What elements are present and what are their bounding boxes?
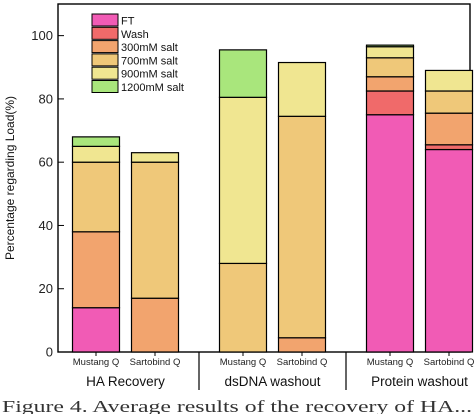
bar-segment-700mm-salt xyxy=(277,115,327,339)
legend-label-wash: Wash xyxy=(121,29,149,41)
bar-segment-300mm-salt xyxy=(365,76,415,92)
figure-caption-fragment: Figure 4. Average results of the recover… xyxy=(2,397,472,414)
axis-labels: Mustang Q Sartobind Q HA Recovery Mustang Q… xyxy=(73,357,474,389)
bar-category-label: Sartobind Q xyxy=(130,357,181,368)
bar-category-label: Mustang Q xyxy=(220,357,266,368)
bar-segment-900mm-salt xyxy=(218,96,268,265)
y-tick-label: 0 xyxy=(46,345,53,360)
bar-segment-wash xyxy=(424,144,474,151)
bar-segment-300mm-salt xyxy=(277,337,327,353)
legend-swatch-300mm-salt xyxy=(91,40,119,54)
legend-label-1200mm-salt: 1200mM salt xyxy=(121,82,184,94)
bar-segment-700mm-salt xyxy=(365,57,415,78)
group-label-dsdna-washout: dsDNA washout xyxy=(224,374,320,389)
legend-swatch-900mm-salt xyxy=(91,66,119,80)
legend-label-700mm-salt: 700mM salt xyxy=(121,55,178,67)
legend-label-900mm-salt: 900mM salt xyxy=(121,69,178,81)
bar-category-label: Mustang Q xyxy=(367,357,413,368)
legend-swatch-wash xyxy=(91,26,119,40)
bar-segment-900mm-salt xyxy=(277,61,327,117)
axis-ticks: 0 20 40 60 80 100 xyxy=(31,28,450,360)
bar-category-label: Sartobind Q xyxy=(424,357,474,368)
y-axis-label: Percentage regarding Load(%) xyxy=(3,96,17,260)
bar-segment-900mm-salt xyxy=(365,46,415,59)
y-tick-label: 40 xyxy=(39,218,53,233)
bar-segment-ft xyxy=(71,307,121,353)
bar-segment-1200mm-salt xyxy=(365,44,415,48)
legend-swatch-700mm-salt xyxy=(91,53,119,67)
bar-category-label: Mustang Q xyxy=(73,357,119,368)
bar-segment-300mm-salt xyxy=(130,297,180,353)
bar-segment-900mm-salt xyxy=(130,152,180,163)
legend-label-ft: FT xyxy=(121,16,135,28)
bar-segment-wash xyxy=(365,90,415,116)
bar-segment-700mm-salt xyxy=(218,262,268,353)
legend-label-300mm-salt: 300mM salt xyxy=(121,42,178,54)
bar-segment-ft xyxy=(365,114,415,353)
group-separators xyxy=(198,352,347,390)
bar-segment-700mm-salt xyxy=(71,161,121,233)
y-tick-label: 80 xyxy=(39,91,53,106)
bars-layer xyxy=(71,44,474,353)
legend-swatch-1200mm-salt xyxy=(91,80,119,93)
bar-segment-900mm-salt xyxy=(71,145,121,163)
group-label-protein-washout: Protein washout xyxy=(371,374,468,389)
bar-segment-300mm-salt xyxy=(424,112,474,146)
bar-segment-1200mm-salt xyxy=(218,49,268,98)
bar-segment-ft xyxy=(424,148,474,353)
bar-segment-1200mm-salt xyxy=(71,136,121,147)
y-tick-label: 100 xyxy=(31,28,53,43)
bar-category-label: Sartobind Q xyxy=(277,357,328,368)
bar-segment-300mm-salt xyxy=(71,231,121,309)
bar-segment-700mm-salt xyxy=(424,90,474,114)
legend-swatch-ft xyxy=(91,13,119,27)
bar-segment-900mm-salt xyxy=(424,69,474,92)
y-tick-label: 60 xyxy=(39,155,53,170)
group-label-ha-recovery: HA Recovery xyxy=(86,374,165,389)
y-tick-label: 20 xyxy=(39,281,53,296)
bar-segment-700mm-salt xyxy=(130,161,180,299)
